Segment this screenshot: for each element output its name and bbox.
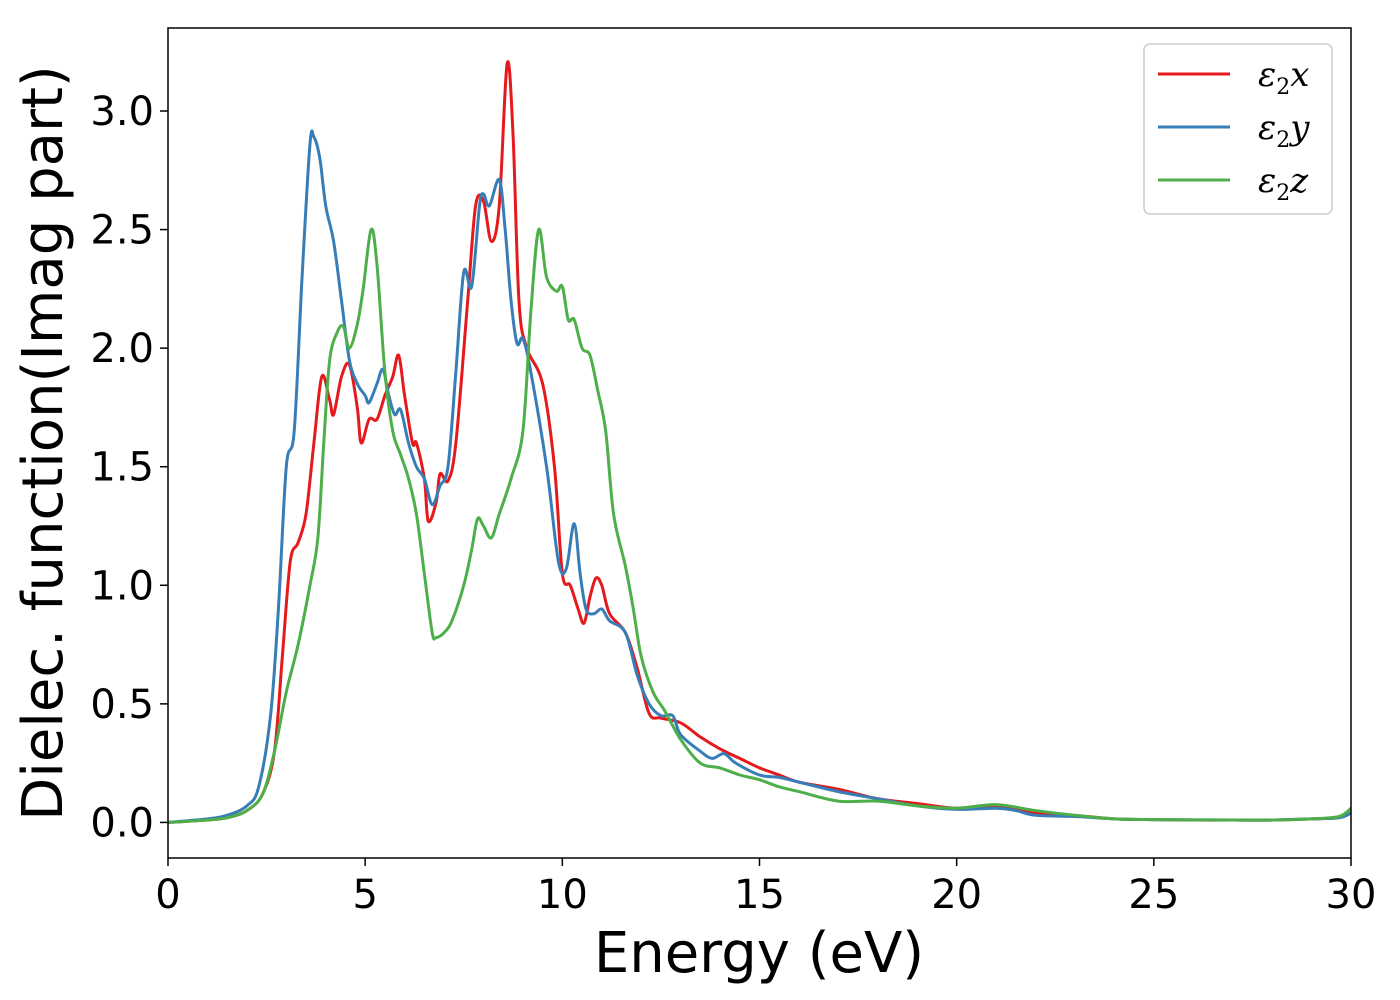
y-tick-label: 2.5 [90, 208, 154, 254]
legend-items: ε2x ε2y ε2z [1158, 55, 1310, 206]
legend-label-y: ε2y [1258, 108, 1310, 153]
x-tick-label: 5 [352, 872, 377, 918]
y-tick-label: 1.0 [90, 563, 154, 609]
y-tick-label: 2.0 [90, 326, 154, 372]
y-tick-label: 3.0 [90, 89, 154, 135]
x-axis-label: Energy (eV) [594, 921, 924, 986]
y-tick-label: 0.0 [90, 800, 154, 846]
legend-label-x: ε2x [1258, 55, 1309, 100]
x-tick-label: 30 [1326, 872, 1377, 918]
x-tick-label: 10 [537, 872, 588, 918]
series-line-z [167, 227, 1352, 824]
x-axis-ticks: 0 5 10 15 20 25 30 [155, 858, 1376, 918]
legend-label-z: ε2z [1258, 161, 1309, 206]
y-tick-label: 1.5 [90, 445, 154, 491]
x-tick-label: 0 [155, 872, 180, 918]
series-layer [167, 60, 1352, 824]
legend: ε2x ε2y ε2z [1143, 43, 1333, 215]
series-line-y [167, 129, 1352, 824]
y-axis-label: Dielec. function(Imag part) [11, 65, 76, 821]
x-tick-label: 15 [734, 872, 785, 918]
y-axis-ticks: 0.0 0.5 1.0 1.5 2.0 2.5 3.0 [90, 89, 168, 846]
x-tick-label: 20 [931, 872, 982, 918]
y-tick-label: 0.5 [90, 682, 154, 728]
series-line-x [167, 60, 1352, 824]
legend-box [1143, 43, 1333, 215]
x-tick-label: 25 [1128, 872, 1179, 918]
